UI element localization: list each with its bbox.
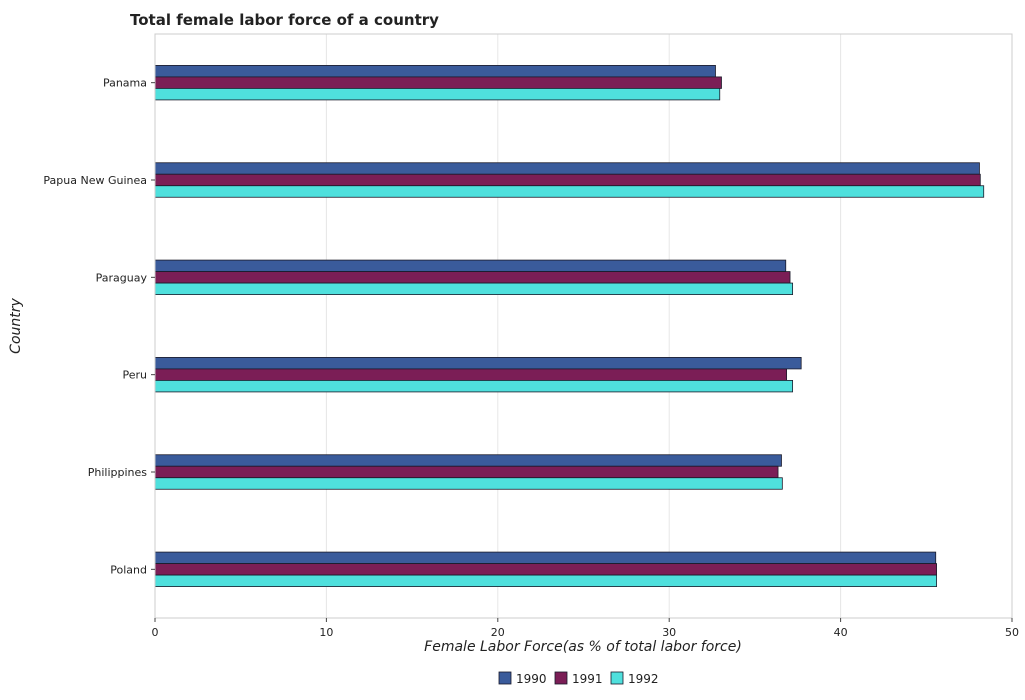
bar-poland-1992 <box>154 574 937 587</box>
x-tick-label: 0 <box>152 626 159 639</box>
y-tick-label: Paraguay <box>96 271 148 284</box>
grid-layer <box>154 34 1013 618</box>
legend-swatch-1990 <box>498 671 512 685</box>
y-tick-labels: Panama Papua New Guinea Paraguay Peru Philip… <box>43 77 155 576</box>
x-axis-label: Female Labor Force(as % of total labor f… <box>424 639 742 655</box>
bar-panama-1992 <box>154 88 721 101</box>
x-tick-label: 40 <box>834 626 848 639</box>
y-axis-label: Country <box>8 297 24 353</box>
y-tick-label: Papua New Guinea <box>43 174 147 187</box>
bar-paraguay-1991 <box>154 271 791 284</box>
x-tick-label: 50 <box>1005 626 1019 639</box>
legend: 1990 1991 1992 <box>498 671 659 686</box>
bars-layer <box>154 65 985 587</box>
y-tick-label: Poland <box>110 563 147 576</box>
bar-papua-new-guinea-1992 <box>154 185 985 198</box>
y-tick-label: Panama <box>103 77 147 90</box>
plot-frame <box>154 33 1013 619</box>
bar-papua-new-guinea-1991 <box>154 173 981 187</box>
legend-label-1990: 1990 <box>516 672 547 686</box>
legend-label-1991: 1991 <box>572 672 603 686</box>
bar-poland-1990 <box>154 551 937 564</box>
bar-philippines-1991 <box>154 465 779 479</box>
bar-peru-1991 <box>154 368 788 381</box>
legend-swatch-1991 <box>554 671 568 685</box>
y-tick-label: Peru <box>122 369 147 382</box>
bar-poland-1991 <box>154 563 937 576</box>
bar-panama-1990 <box>154 65 716 78</box>
bar-panama-1991 <box>154 76 722 89</box>
chart-title: Total female labor force of a country <box>130 11 439 29</box>
x-tick-label: 30 <box>662 626 676 639</box>
legend-swatch-1992 <box>610 671 624 685</box>
bar-paraguay-1990 <box>154 259 787 272</box>
bar-philippines-1992 <box>154 477 783 490</box>
legend-label-1992: 1992 <box>628 672 659 686</box>
x-tick-label: 20 <box>491 626 505 639</box>
bar-peru-1990 <box>154 357 802 370</box>
y-tick-label: Philippines <box>88 466 148 479</box>
x-tick-labels: 0 10 20 30 40 50 <box>152 618 1019 639</box>
bar-peru-1992 <box>154 380 794 393</box>
bar-papua-new-guinea-1990 <box>154 162 980 175</box>
bar-philippines-1990 <box>154 454 782 467</box>
bar-paraguay-1992 <box>154 282 794 295</box>
x-tick-label: 10 <box>319 626 333 639</box>
